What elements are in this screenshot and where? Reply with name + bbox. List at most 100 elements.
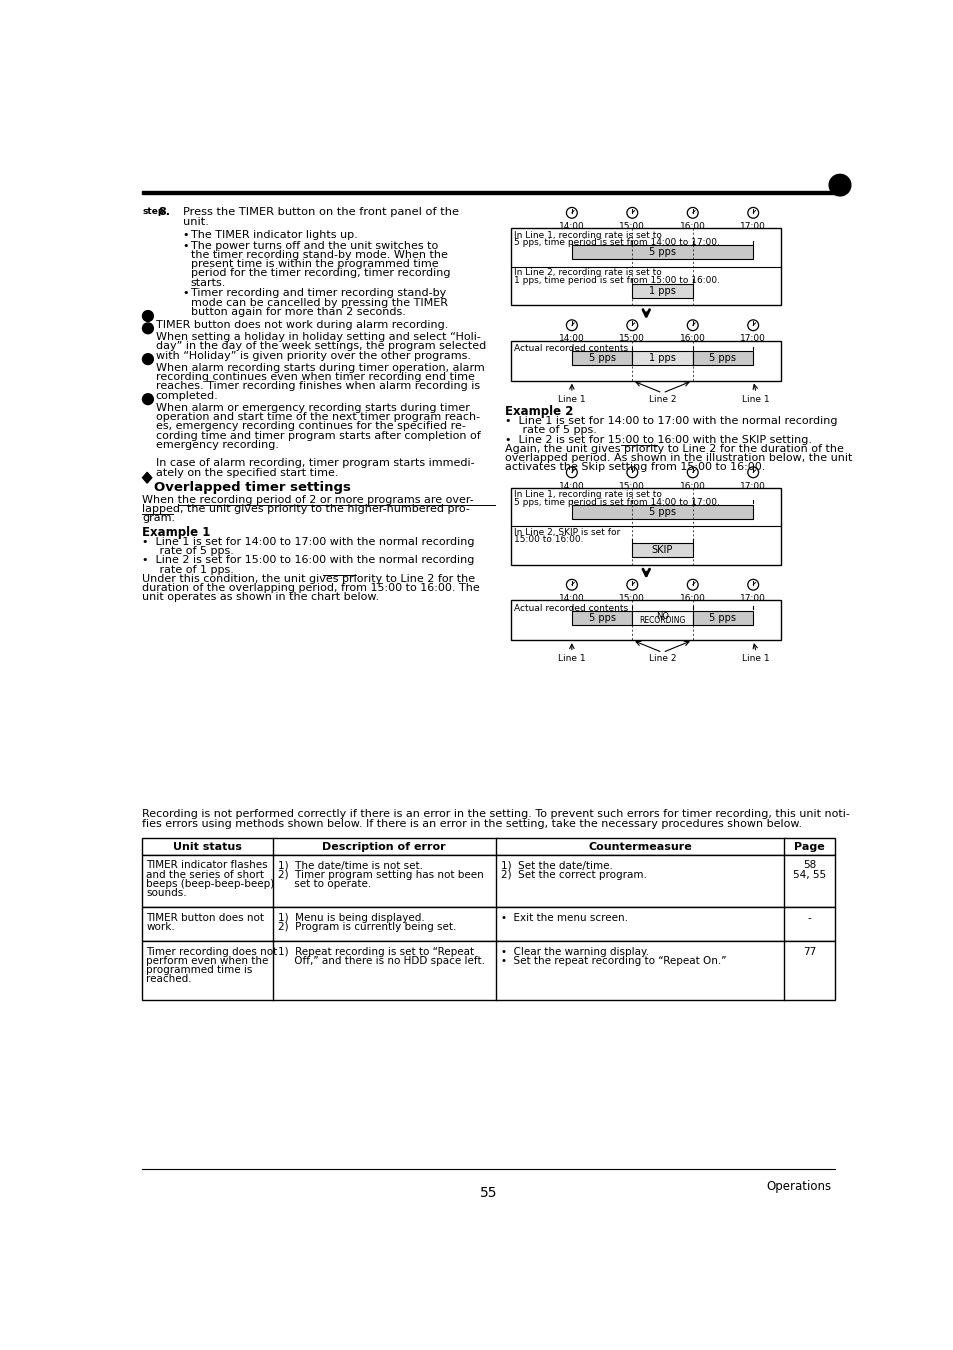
Text: 17:00: 17:00 [740, 335, 765, 343]
Text: operation and start time of the next timer program reach-: operation and start time of the next tim… [155, 412, 479, 423]
Text: NO: NO [656, 612, 668, 621]
Text: Recording is not performed correctly if there is an error in the setting. To pre: Recording is not performed correctly if … [142, 809, 849, 819]
Text: Line 1: Line 1 [558, 394, 585, 404]
Text: Line 2: Line 2 [648, 394, 676, 404]
Text: unit.: unit. [183, 216, 209, 227]
Text: Line 2: Line 2 [648, 653, 676, 663]
Text: When alarm or emergency recording starts during timer: When alarm or emergency recording starts… [155, 404, 469, 413]
Text: 2)  Set the correct program.: 2) Set the correct program. [500, 869, 646, 880]
Text: 14:00: 14:00 [558, 482, 584, 490]
Bar [692, 612, 753, 625]
Text: reaches. Timer recording finishes when alarm recording is: reaches. Timer recording finishes when a… [155, 382, 479, 391]
Text: 8.: 8. [158, 207, 171, 216]
Text: 15:00: 15:00 [618, 335, 644, 343]
Text: TIMER button does not work during alarm recording.: TIMER button does not work during alarm … [155, 320, 448, 329]
Text: 77: 77 [802, 946, 816, 957]
Circle shape [142, 394, 153, 405]
Text: fies errors using methods shown below. If there is an error in the setting, take: fies errors using methods shown below. I… [142, 819, 801, 829]
Text: perform even when the: perform even when the [146, 956, 269, 965]
Text: Actual recorded contents: Actual recorded contents [513, 603, 627, 613]
Text: recording continues even when timer recording end time: recording continues even when timer reco… [155, 373, 474, 382]
Text: •  Line 2 is set for 15:00 to 16:00 with the normal recording: • Line 2 is set for 15:00 to 16:00 with … [142, 555, 475, 566]
Text: programmed time is: programmed time is [146, 965, 253, 975]
Text: 1 pps: 1 pps [648, 286, 676, 296]
Circle shape [142, 310, 153, 321]
Text: 17:00: 17:00 [740, 482, 765, 490]
Bar [571, 351, 632, 366]
Text: Countermeasure: Countermeasure [588, 841, 691, 852]
Text: rate of 5 pps.: rate of 5 pps. [505, 425, 597, 435]
Text: !: ! [146, 354, 151, 364]
Text: Under this condition, the unit gives priority to Line 2 for the: Under this condition, the unit gives pri… [142, 574, 476, 585]
Text: starts.: starts. [191, 278, 226, 288]
Text: cording time and timer program starts after completion of: cording time and timer program starts af… [155, 431, 480, 440]
Text: The TIMER indicator lights up.: The TIMER indicator lights up. [191, 230, 357, 240]
Text: 16:00: 16:00 [679, 335, 705, 343]
Text: button again for more than 2 seconds.: button again for more than 2 seconds. [191, 306, 405, 317]
Text: !: ! [146, 310, 151, 321]
Circle shape [828, 174, 850, 196]
Text: When the recording period of 2 or more programs are over-: When the recording period of 2 or more p… [142, 494, 474, 505]
Text: 15:00: 15:00 [618, 594, 644, 603]
Text: present time is within the programmed time: present time is within the programmed ti… [191, 259, 437, 269]
Text: step: step [142, 207, 165, 216]
Bar [142, 192, 835, 194]
Text: In Line 2, recording rate is set to: In Line 2, recording rate is set to [513, 269, 660, 277]
Circle shape [142, 354, 153, 364]
Text: 15:00: 15:00 [618, 482, 644, 490]
Text: 1 pps, time period is set from 15:00 to 16:00.: 1 pps, time period is set from 15:00 to … [513, 275, 719, 285]
Text: 2)  Program is currently being set.: 2) Program is currently being set. [278, 922, 456, 931]
Text: Actual recorded contents: Actual recorded contents [513, 344, 627, 354]
Bar [632, 612, 692, 625]
Bar [571, 505, 753, 518]
Text: 5 pps: 5 pps [709, 354, 736, 363]
Text: SKIP: SKIP [651, 545, 673, 555]
Text: period for the timer recording, timer recording: period for the timer recording, timer re… [191, 269, 450, 278]
Text: !: ! [146, 394, 151, 404]
Text: Press the TIMER button on the front panel of the: Press the TIMER button on the front pane… [183, 207, 458, 216]
Bar [511, 228, 781, 305]
Text: 58: 58 [802, 860, 816, 871]
Text: 16:00: 16:00 [679, 221, 705, 231]
Text: TIMER button does not: TIMER button does not [146, 913, 264, 923]
Text: 5 pps, time period is set from 14:00 to 17:00.: 5 pps, time period is set from 14:00 to … [513, 498, 719, 506]
Text: In case of alarm recording, timer program starts immedi-: In case of alarm recording, timer progra… [155, 459, 474, 468]
Text: In Line 1, recording rate is set to: In Line 1, recording rate is set to [513, 490, 661, 500]
Text: gram.: gram. [142, 513, 175, 522]
Text: work.: work. [146, 922, 175, 931]
Text: The power turns off and the unit switches to: The power turns off and the unit switche… [191, 240, 437, 251]
Text: Example 2: Example 2 [505, 405, 573, 418]
Text: Unit status: Unit status [173, 841, 242, 852]
Text: unit operates as shown in the chart below.: unit operates as shown in the chart belo… [142, 593, 379, 602]
Text: 14:00: 14:00 [558, 221, 584, 231]
Bar [142, 907, 835, 941]
Text: Operations: Operations [765, 1180, 831, 1193]
Text: Example 1: Example 1 [142, 526, 211, 539]
Bar [142, 855, 835, 907]
Text: Overlapped timer settings: Overlapped timer settings [154, 481, 351, 494]
Text: 14:00: 14:00 [558, 335, 584, 343]
Text: •: • [183, 289, 189, 298]
Text: beeps (beep-beep-beep): beeps (beep-beep-beep) [146, 879, 274, 888]
Bar [632, 543, 692, 558]
Text: •: • [183, 230, 189, 240]
Text: Timer recording does not: Timer recording does not [146, 946, 277, 957]
Bar [692, 351, 753, 366]
Text: 1)  Menu is being displayed.: 1) Menu is being displayed. [278, 913, 424, 923]
Text: •  Clear the warning display.: • Clear the warning display. [500, 946, 649, 957]
Bar [142, 941, 835, 1000]
Text: Line 1: Line 1 [741, 394, 769, 404]
Text: 54, 55: 54, 55 [792, 869, 825, 880]
Text: set to operate.: set to operate. [278, 879, 371, 888]
Text: 1)  The date/time is not set.: 1) The date/time is not set. [278, 860, 423, 871]
Text: es, emergency recording continues for the specified re-: es, emergency recording continues for th… [155, 421, 465, 432]
Text: 5 pps: 5 pps [648, 506, 676, 517]
Text: 55: 55 [479, 1187, 497, 1200]
Text: overlapped period. As shown in the illustration below, the unit: overlapped period. As shown in the illus… [505, 454, 852, 463]
Polygon shape [142, 472, 152, 483]
Text: •  Line 1 is set for 14:00 to 17:00 with the normal recording: • Line 1 is set for 14:00 to 17:00 with … [142, 537, 475, 547]
Text: 5 pps: 5 pps [588, 613, 615, 622]
Text: TIMER indicator flashes: TIMER indicator flashes [146, 860, 268, 871]
Text: •  Line 1 is set for 14:00 to 17:00 with the normal recording: • Line 1 is set for 14:00 to 17:00 with … [505, 416, 837, 427]
Text: !: ! [146, 323, 151, 333]
